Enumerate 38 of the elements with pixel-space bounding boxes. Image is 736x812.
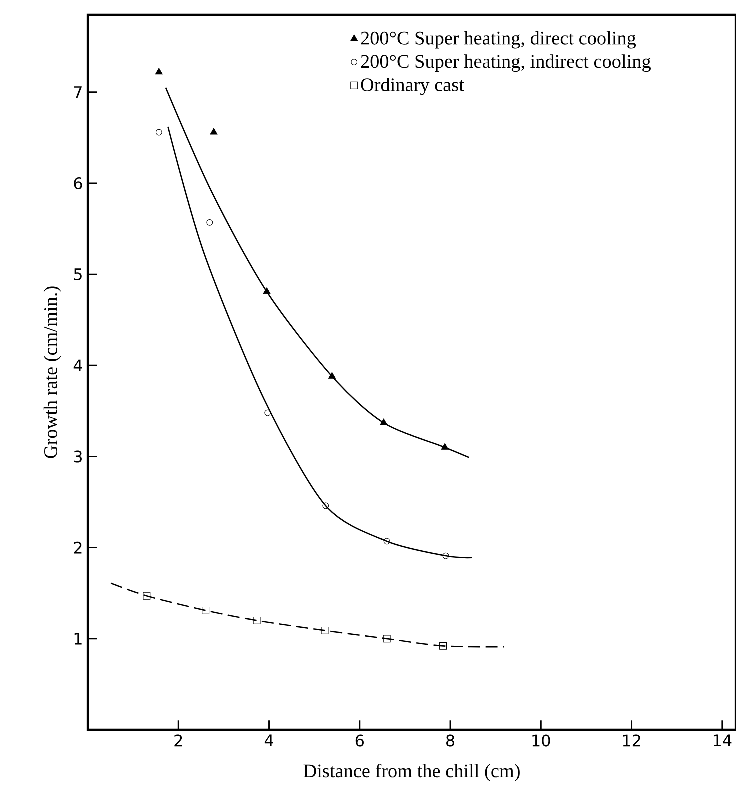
y-tick-label: 6 [74,177,82,190]
point [383,635,391,643]
point [155,68,163,75]
x-tick-label: 14 [714,734,732,746]
y-tick-label: 5 [74,268,82,281]
x-axis-title: Distance from the chill (cm) [304,764,520,782]
point [441,443,449,450]
point [322,502,330,510]
point [380,418,388,426]
point [264,410,272,416]
point [263,288,271,294]
y-tick-label: 3 [74,450,82,463]
line-series [168,126,473,559]
x-tick-label: 6 [356,734,364,747]
point [328,372,336,379]
x-tick-label: 12 [623,734,640,747]
y-axis-title: Growth rate (cm/min.) [44,286,62,458]
legend-label: Ordinary cast [361,78,464,96]
point [156,129,162,136]
x-tick-label: 2 [174,734,182,747]
y-tick-label: 2 [74,542,82,554]
point [253,616,261,624]
x-tick-label: 10 [532,734,550,747]
point [321,626,329,634]
x-tick-label: 8 [446,734,455,747]
point [440,642,448,650]
y-tick-label: 7 [74,86,82,98]
point [384,538,390,545]
point [206,219,214,226]
legend-label: 200°C Super heating, direct cooling [361,31,636,49]
legend-label: 200°C Super heating, indirect cooling [361,54,651,72]
point [442,552,450,560]
x-tick-label: 4 [264,734,274,746]
point [202,606,210,614]
y-tick-label: 1 [74,633,82,645]
y-tick-label: 4 [74,360,82,372]
point [143,592,151,600]
point [210,128,218,135]
